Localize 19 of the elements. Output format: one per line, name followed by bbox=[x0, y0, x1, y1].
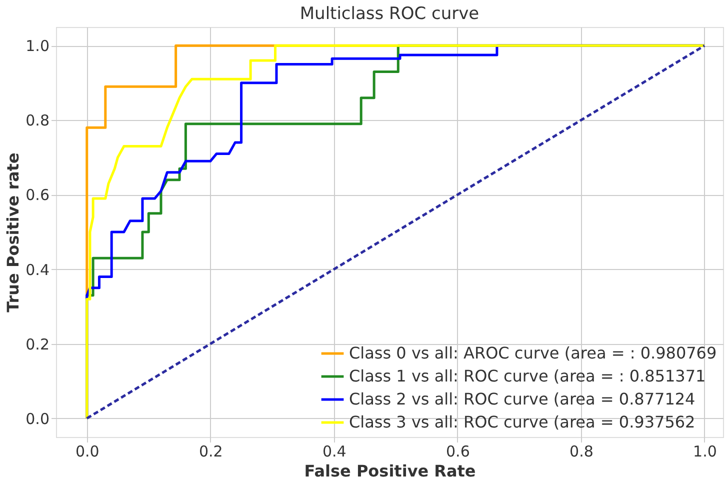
legend-label: Class 2 vs all: ROC curve (area = 0.877124 bbox=[349, 390, 696, 408]
x-tick-label: 1.0 bbox=[693, 442, 717, 460]
x-tick-label: 0.8 bbox=[570, 442, 594, 460]
y-tick-label: 0.6 bbox=[26, 186, 50, 204]
y-tick-label: 1.0 bbox=[26, 37, 50, 56]
legend-label: Class 1 vs all: ROC curve (area = : 0.851371 bbox=[349, 366, 706, 386]
y-axis-title: True Positive rate bbox=[4, 152, 23, 312]
x-tick-label: 0.2 bbox=[198, 442, 223, 460]
x-tick-label: 0.6 bbox=[446, 442, 470, 460]
x-tick-label: 0.0 bbox=[75, 442, 100, 460]
y-tick-label: 0.4 bbox=[26, 260, 50, 279]
y-tick-label: 0.0 bbox=[26, 410, 50, 428]
legend-label: Class 3 vs all: ROC curve (area = 0.937562 bbox=[349, 412, 696, 432]
y-tick-label: 0.8 bbox=[26, 112, 50, 130]
x-axis-title: False Positive Rate bbox=[304, 462, 476, 480]
y-tick-label: 0.2 bbox=[26, 335, 50, 354]
x-tick-label: 0.4 bbox=[322, 442, 346, 460]
chart-title: Multiclass ROC curve bbox=[300, 4, 480, 24]
legend-label: Class 0 vs all: AROC curve (area = : 0.980769 bbox=[349, 344, 717, 362]
